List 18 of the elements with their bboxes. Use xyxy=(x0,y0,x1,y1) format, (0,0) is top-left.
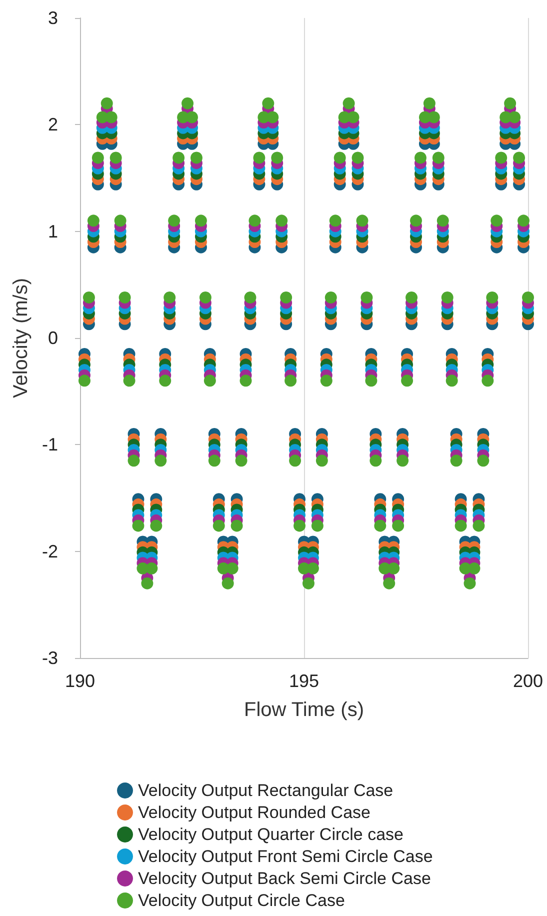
legend-label: Velocity Output Quarter Circle case xyxy=(138,825,404,844)
y-tick-label: 2 xyxy=(48,114,58,135)
y-tick-label: 1 xyxy=(48,221,58,242)
y-tick-label: 3 xyxy=(48,8,58,28)
y-tick-label: -2 xyxy=(42,541,58,562)
x-tick-label: 195 xyxy=(288,671,320,691)
legend-label: Velocity Output Front Semi Circle Case xyxy=(138,847,433,866)
legend-label: Velocity Output Rounded Case xyxy=(138,803,370,822)
x-axis-title: Flow Time (s) xyxy=(244,699,364,721)
x-tick-label: 200 xyxy=(512,671,544,691)
x-tick-label: 190 xyxy=(64,671,96,691)
legend-label: Velocity Output Rectangular Case xyxy=(138,781,394,800)
legend-label: Velocity Output Circle Case xyxy=(138,891,345,910)
y-tick-label: -3 xyxy=(42,648,58,668)
y-axis-title: Velocity (m/s) xyxy=(10,278,32,398)
y-tick-label: 0 xyxy=(48,328,58,348)
legend-label: Velocity Output Back Semi Circle Case xyxy=(138,869,431,888)
y-tick-label: -1 xyxy=(42,434,58,455)
